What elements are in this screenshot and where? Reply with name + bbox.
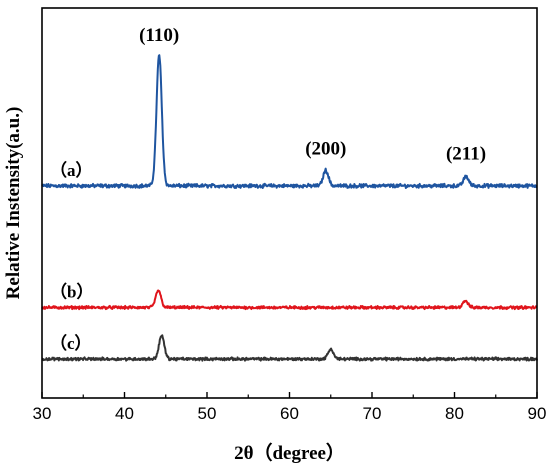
series-line-2 xyxy=(41,289,538,311)
plot-frame xyxy=(41,7,538,399)
labels-layer: （a） （b） （c） (110) (200) (211) xyxy=(50,25,486,353)
x-tick-label: 80 xyxy=(445,404,464,423)
series-label-1: （a） xyxy=(50,160,93,180)
series-layer xyxy=(41,54,538,362)
x-tick-label: 90 xyxy=(528,404,547,423)
x-tick-label: 50 xyxy=(198,404,217,423)
x-tick-label: 40 xyxy=(115,404,134,423)
x-tick-label: 70 xyxy=(363,404,382,423)
x-tick-label: 30 xyxy=(33,404,52,423)
series-line-3 xyxy=(41,334,538,362)
series-line-1 xyxy=(41,54,538,190)
y-axis-title: Relative Instensity(a.u.) xyxy=(3,107,24,300)
peak-annotation: (200) xyxy=(305,139,346,160)
x-tick-label: 60 xyxy=(280,404,299,423)
x-axis: 30 40 50 60 70 80 90 xyxy=(33,392,547,423)
x-axis-title: 2θ（degree） xyxy=(234,441,345,464)
peak-annotation: (211) xyxy=(446,143,486,164)
series-label-2: （b） xyxy=(50,282,93,302)
peak-annotation: (110) xyxy=(139,25,179,46)
series-label-3: （c） xyxy=(50,333,92,353)
